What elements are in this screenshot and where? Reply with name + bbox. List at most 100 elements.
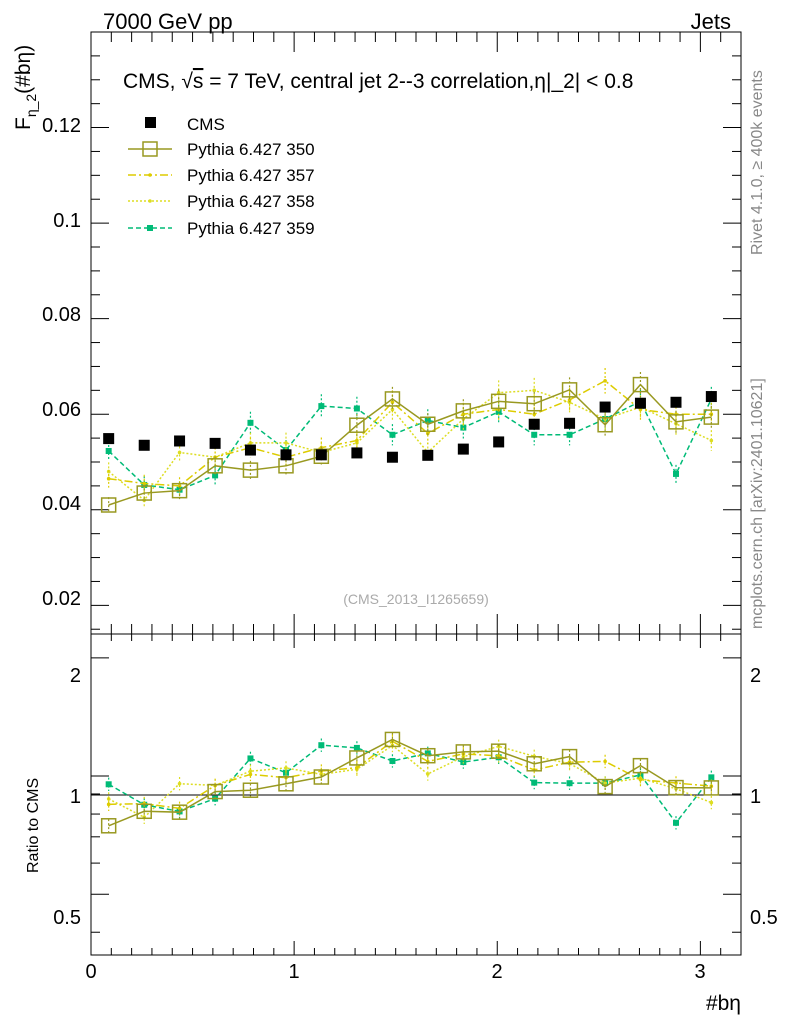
x-tick-label-2: 2: [491, 961, 502, 983]
ratio-tick-label-right-2: 2: [750, 665, 761, 687]
ratio-point-350: [349, 750, 365, 766]
main-point-2: [355, 438, 359, 443]
main-point-350: [490, 393, 507, 410]
ratio-tick-label-right-1: 1: [750, 786, 761, 808]
main-point-350: [313, 448, 330, 465]
main-point-359: [460, 424, 467, 431]
main-point-cms: [280, 449, 292, 461]
axis-ticks: [90, 31, 742, 955]
ratio-point-3: [709, 800, 714, 805]
main-point-350: [561, 382, 578, 398]
ratio-point-2: [674, 781, 678, 785]
main-point-2: [390, 400, 395, 405]
main-point-350: [242, 462, 259, 478]
main-point-cms: [315, 449, 327, 461]
main-point-cms: [422, 449, 434, 461]
ratio-point-350: [703, 780, 720, 796]
ratio-point-350: [455, 744, 472, 760]
main-point-cms: [103, 433, 115, 445]
ratio-point-3: [177, 781, 182, 786]
main-point-350: [171, 482, 188, 499]
ratio-point-350: [171, 804, 188, 820]
ratio-point-350: [420, 747, 436, 764]
ratio-point-350: [207, 783, 223, 800]
ratio-point-2: [106, 802, 111, 807]
main-point-2: [603, 378, 607, 383]
main-point-350: [207, 458, 223, 474]
main-point-cms: [634, 397, 646, 409]
main-point-cms: [705, 391, 717, 403]
main-point-cms: [493, 436, 505, 448]
main-point-350: [420, 416, 436, 433]
ratio-point-2: [638, 777, 643, 782]
ratio-line-2: [108, 740, 712, 810]
sqrt-sign: √: [181, 70, 193, 93]
main-point-350: [632, 376, 649, 393]
main-point-3: [709, 438, 714, 443]
legend-label-350: Pythia 6.427 350: [187, 140, 315, 159]
main-point-cms: [209, 437, 221, 449]
main-point-350: [278, 458, 294, 474]
main-point-cms: [244, 444, 256, 456]
main-point-2: [177, 484, 182, 488]
main-point-359: [105, 448, 112, 455]
main-point-cms: [564, 417, 576, 429]
ratio-point-3: [425, 772, 430, 776]
energy-header: 7000 GeV pp: [103, 9, 233, 34]
y-tick-label-0.12: 0.12: [42, 115, 81, 137]
ratio-point-359: [353, 744, 360, 751]
y-axis-label: Fη_2(#bη): [12, 45, 39, 130]
main-point-359: [212, 472, 219, 479]
legend-label-358: Pythia 6.427 358: [187, 192, 315, 211]
ratio-point-350: [384, 731, 401, 748]
ratio-line-4: [108, 744, 712, 825]
rivet-label: Rivet 4.1.0, ≥ 400k events: [749, 70, 766, 255]
ratio-line-3: [108, 744, 712, 819]
process-header: Jets: [691, 9, 731, 34]
legend-marker-358: [148, 199, 152, 203]
ratio-point-2: [177, 806, 182, 811]
legend: CMS Pythia 6.427 350 Pythia 6.427 357 Py…: [128, 115, 315, 238]
mcplots-label: mcplots.cern.ch [arXiv:2401.10621]: [749, 378, 766, 629]
main-point-cms: [386, 451, 398, 463]
ratio-point-359: [460, 759, 467, 766]
ratio-point-359: [531, 779, 538, 786]
ratio-point-2: [603, 759, 607, 764]
ratio-point-350: [278, 776, 294, 792]
main-point-350: [597, 416, 613, 433]
ratio-point-350: [561, 748, 578, 765]
legend-marker-350: [142, 141, 158, 157]
ratio-point-350: [100, 818, 117, 834]
ratio-tick-label-0.5: 0.5: [53, 907, 81, 929]
ratio-point-359: [708, 774, 715, 781]
ratio-point-359: [566, 780, 573, 787]
ratio-line-1: [108, 738, 712, 827]
ratio-point-359: [637, 771, 644, 778]
ratio-point-350: [242, 782, 259, 798]
main-point-cms: [670, 396, 682, 408]
main-point-cms: [138, 439, 150, 451]
ratio-y-axis-label: Ratio to CMS: [25, 778, 42, 873]
main-point-359: [566, 431, 573, 438]
legend-marker-357: [148, 173, 152, 177]
main-panel-marks: [100, 367, 720, 513]
main-point-359: [531, 431, 538, 438]
main-point-359: [389, 431, 396, 438]
x-axis-label: #bη: [706, 992, 741, 1015]
y-tick-label-0.06: 0.06: [42, 399, 81, 421]
main-point-359: [318, 403, 325, 410]
main-point-3: [284, 441, 288, 445]
ratio-point-3: [603, 781, 607, 785]
main-line-3: [108, 389, 712, 502]
x-tick-label-3: 3: [694, 961, 705, 983]
main-point-359: [247, 419, 254, 426]
x-tick-label-1: 1: [288, 961, 299, 983]
analysis-watermark: (CMS_2013_I1265659): [343, 591, 489, 607]
main-point-3: [532, 388, 537, 393]
main-point-3: [390, 407, 395, 412]
ratio-point-3: [248, 769, 253, 774]
main-point-3: [177, 450, 182, 455]
ratio-point-2: [248, 772, 253, 777]
plot-title: CMS, √s = 7 TeV, central jet 2--3 correl…: [123, 70, 633, 93]
main-point-350: [455, 403, 472, 419]
